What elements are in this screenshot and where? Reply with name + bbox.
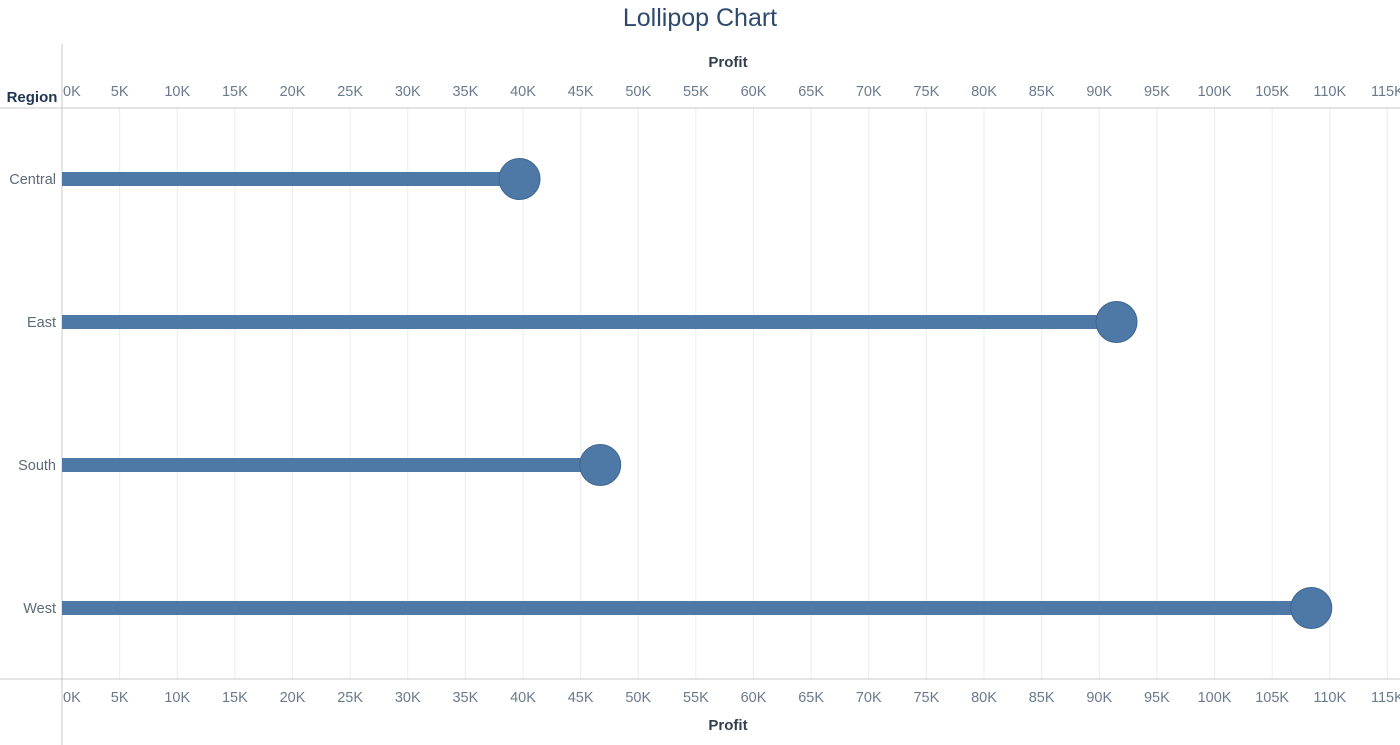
lollipop-stem [62,601,1312,615]
gridlines [119,108,1388,679]
bottom-x-tick-label: 15K [222,690,248,706]
category-label: South [18,458,56,474]
top-x-tick-label: 15K [222,84,248,100]
top-x-tick-label: 95K [1144,84,1170,100]
top-x-tick-label: 90K [1086,84,1112,100]
top-x-tick-label: 35K [452,84,478,100]
bottom-x-tick-label: 55K [683,690,709,706]
top-x-tick-label: 40K [510,84,536,100]
category-label: East [27,315,56,331]
top-x-tick-label: 0K [63,84,81,100]
row-header-region: Region [7,89,58,106]
bottom-x-tick-label: 35K [452,690,478,706]
bottom-x-tick-label: 90K [1086,690,1112,706]
top-x-tick-label: 105K [1255,84,1289,100]
bottom-x-axis-ticks: 0K 5K 10K 15K 20K 25K 30K 35K 40K 45K 50K 55K 60K 65K… [63,690,1400,706]
top-x-tick-label: 20K [280,84,306,100]
lollipop-marks [62,158,1333,629]
axes [0,44,1400,745]
chart-title: Lollipop Chart [622,4,778,32]
bottom-x-tick-label: 115K [1371,690,1400,706]
bottom-x-tick-label: 10K [164,690,190,706]
top-x-tick-label: 85K [1029,84,1055,100]
bottom-x-tick-label: 0K [63,690,81,706]
top-x-tick-label: 5K [111,84,129,100]
bottom-x-tick-label: 50K [625,690,651,706]
category-label: West [23,601,56,617]
top-x-tick-label: 45K [568,84,594,100]
bottom-x-tick-label: 110K [1313,690,1346,706]
bottom-x-tick-label: 40K [510,690,536,706]
category-label: Central [9,172,56,188]
bottom-x-tick-label: 75K [913,690,939,706]
top-x-tick-label: 65K [798,84,824,100]
lollipop-stem [62,172,520,186]
top-x-tick-label: 50K [625,84,651,100]
bottom-x-axis-title: Profit [708,717,747,734]
bottom-x-tick-label: 30K [395,690,421,706]
lollipop-head [1095,301,1138,343]
top-x-tick-label: 75K [913,84,939,100]
bottom-x-tick-label: 20K [280,690,306,706]
top-x-tick-label: 110K [1313,84,1346,100]
top-x-axis-title: Profit [708,54,747,71]
lollipop-head [579,444,622,486]
top-x-tick-label: 80K [971,84,997,100]
category-labels: Central East South West [9,172,56,617]
top-x-tick-label: 60K [741,84,767,100]
top-x-tick-label: 30K [395,84,421,100]
lollipop-stem [62,458,601,472]
lollipop-head [498,158,541,200]
bottom-x-tick-label: 5K [111,690,129,706]
lollipop-stem [62,315,1117,329]
top-x-tick-label: 100K [1198,84,1232,100]
bottom-x-tick-label: 105K [1255,690,1289,706]
bottom-x-tick-label: 65K [798,690,824,706]
top-x-tick-label: 115K [1371,84,1400,100]
lollipop-head [1290,587,1333,629]
bottom-x-tick-label: 60K [741,690,767,706]
bottom-x-tick-label: 25K [337,690,363,706]
top-x-axis-ticks: 0K 5K 10K 15K 20K 25K 30K 35K 40K 45K 50K 55K 60K 65K… [63,84,1400,100]
top-x-tick-label: 10K [164,84,190,100]
top-x-tick-label: 55K [683,84,709,100]
bottom-x-tick-label: 45K [568,690,594,706]
top-x-tick-label: 70K [856,84,882,100]
bottom-x-tick-label: 85K [1029,690,1055,706]
bottom-x-tick-label: 80K [971,690,997,706]
bottom-x-tick-label: 95K [1144,690,1170,706]
bottom-x-tick-label: 70K [856,690,882,706]
top-x-tick-label: 25K [337,84,363,100]
bottom-x-tick-label: 100K [1198,690,1232,706]
